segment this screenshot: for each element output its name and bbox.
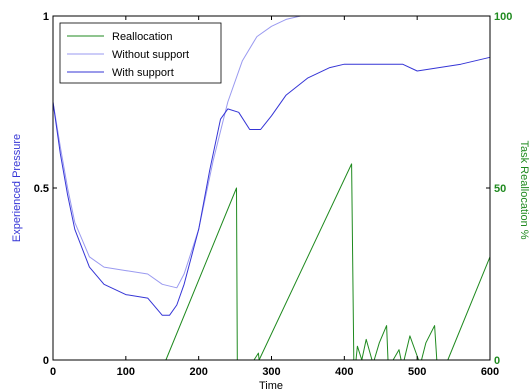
- legend-label-reallocation: Reallocation: [112, 31, 173, 43]
- series-line-with-support: [52, 56, 491, 316]
- legend: Reallocation Without support With suppor…: [59, 22, 222, 84]
- y-left-tick-label: 0: [43, 355, 49, 367]
- x-tick-labels: 0 100 200 300 400 500 600: [50, 366, 499, 378]
- x-tick-label: 500: [408, 366, 426, 378]
- y-left-axis-label: Experienced Pressure: [11, 134, 23, 242]
- y-right-tick-label: 50: [494, 183, 506, 195]
- y-left-tick-label: 1: [43, 11, 49, 23]
- x-tick-label: 0: [50, 366, 56, 378]
- legend-label-with-support: With support: [112, 67, 174, 79]
- x-tick-label: 200: [189, 366, 207, 378]
- series-line-reallocation: [53, 163, 491, 361]
- y-left-tick-labels: 00.51: [34, 11, 49, 367]
- x-tick-label: 300: [262, 366, 280, 378]
- ticks-layer: [52, 15, 491, 361]
- y-right-tick-label: 0: [494, 355, 500, 367]
- x-tick-label: 100: [117, 366, 135, 378]
- x-axis-label: Time: [259, 380, 283, 391]
- y-right-tick-labels: 0 50 100: [494, 11, 512, 367]
- x-tick-label: 600: [481, 366, 499, 378]
- legend-label-without-support: Without support: [112, 49, 189, 61]
- legend-box: [59, 22, 222, 84]
- y-right-axis-label: Task Reallocation %: [518, 140, 530, 239]
- x-tick-label: 400: [335, 366, 353, 378]
- y-left-tick-label: 0.5: [34, 183, 49, 195]
- y-right-tick-label: 100: [494, 11, 512, 23]
